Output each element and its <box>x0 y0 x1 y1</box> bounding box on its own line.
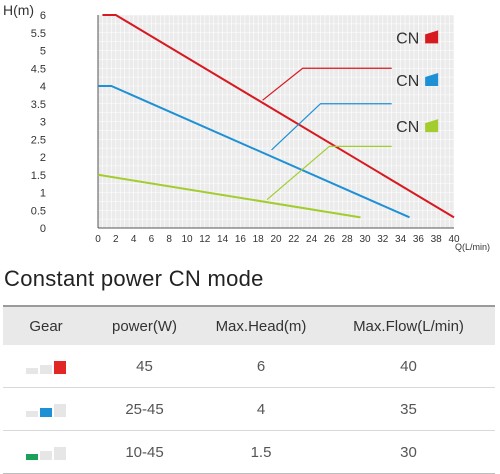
x-tick-label: 10 <box>181 234 193 245</box>
gear-level-bar <box>54 403 66 417</box>
table-row: 25-45 4 35 <box>3 387 495 431</box>
gear-level-icon <box>26 360 66 374</box>
flow-cell: 35 <box>322 387 495 431</box>
gear-level-bar <box>26 367 38 374</box>
callout-line <box>271 103 392 151</box>
x-tick-label: 8 <box>166 234 172 245</box>
x-tick-label: 24 <box>306 234 318 245</box>
gear-cell <box>3 345 89 388</box>
pump-curve-chart: 0 2 4 6 8 10 12 14 16 18 20 22 24 26 28 30 32 34 36 38 4000.… <box>3 2 490 252</box>
power-cell: 25-45 <box>89 387 200 431</box>
series-color-badge <box>425 73 439 86</box>
series-label: CN <box>396 30 419 47</box>
x-tick-label: 4 <box>131 234 137 245</box>
series-line <box>98 85 410 219</box>
series-label: CN <box>396 73 419 90</box>
x-tick-label: 30 <box>359 234 371 245</box>
y-tick-label: 0.5 <box>31 205 46 217</box>
head-cell: 4 <box>200 387 322 431</box>
y-tick-label: 4 <box>40 81 46 93</box>
y-tick-label: 2.5 <box>31 134 46 146</box>
head-cell: 6 <box>200 345 322 388</box>
callout-line <box>266 145 392 201</box>
x-tick-label: 28 <box>342 234 354 245</box>
gear-level-bar <box>26 410 38 417</box>
gear-level-bar <box>40 450 52 460</box>
y-tick-label: 4.5 <box>31 63 46 75</box>
power-cell: 45 <box>89 345 200 388</box>
x-tick-label: 2 <box>113 234 119 245</box>
y-tick-label: 1 <box>40 188 46 200</box>
flow-cell: 30 <box>322 430 495 474</box>
gear-level-bar <box>40 364 52 374</box>
x-tick-label: 20 <box>270 234 282 245</box>
x-tick-label: 32 <box>377 234 389 245</box>
callout-line <box>262 67 392 101</box>
head-cell: 1.5 <box>200 430 322 474</box>
gear-cell <box>3 387 89 431</box>
y-tick-label: 0 <box>40 223 46 235</box>
gear-level-bar <box>54 360 66 374</box>
power-cell: 10-45 <box>89 430 200 474</box>
table-row: 10-45 1.5 30 <box>3 430 495 474</box>
gear-cell <box>3 430 89 474</box>
gear-level-bar <box>40 407 52 417</box>
mode-spec-table: Gear power(W) Max.Head(m) Max.Flow(L/min… <box>3 305 495 474</box>
y-tick-label: 2 <box>40 152 46 164</box>
gear-level-icon <box>26 446 66 460</box>
series-line <box>97 173 361 219</box>
flow-cell: 40 <box>322 345 495 388</box>
x-tick-label: 36 <box>413 234 425 245</box>
x-tick-label: 14 <box>217 234 229 245</box>
x-tick-label: 34 <box>395 234 407 245</box>
series-color-badge <box>425 30 439 44</box>
x-tick-label: 18 <box>253 234 265 245</box>
series-label: CN <box>396 119 419 136</box>
header-max-flow: Max.Flow(L/min) <box>353 317 464 335</box>
x-tick-label: 38 <box>431 234 443 245</box>
x-tick-label: 40 <box>448 234 460 245</box>
y-axis-label: H(m) <box>3 2 34 18</box>
header-gear: Gear <box>29 317 63 335</box>
series-line <box>102 14 455 219</box>
x-tick-label: 0 <box>95 234 101 245</box>
series-color-badge <box>425 119 439 133</box>
x-tick-label: 22 <box>288 234 300 245</box>
y-tick-label: 6 <box>40 10 46 22</box>
y-tick-label: 5 <box>40 46 46 58</box>
gear-level-icon <box>26 403 66 417</box>
y-tick-label: 3 <box>40 117 46 129</box>
x-tick-label: 12 <box>199 234 211 245</box>
header-max-head: Max.Head(m) <box>215 317 307 335</box>
table-header: Gear power(W) Max.Head(m) Max.Flow(L/min… <box>3 306 495 345</box>
gear-level-bar <box>26 453 38 460</box>
y-tick-label: 3.5 <box>31 99 46 111</box>
header-power: power(W) <box>111 317 177 335</box>
section-title: Constant power CN mode <box>4 266 264 291</box>
table-row: 45 6 40 <box>3 345 495 388</box>
x-tick-label: 6 <box>149 234 155 245</box>
gear-level-bar <box>54 446 66 460</box>
x-tick-label: 16 <box>235 234 247 245</box>
x-axis-label: Q(L/min) <box>455 242 490 252</box>
y-tick-label: 5.5 <box>31 28 46 40</box>
y-tick-label: 1.5 <box>31 170 46 182</box>
x-tick-label: 26 <box>324 234 336 245</box>
